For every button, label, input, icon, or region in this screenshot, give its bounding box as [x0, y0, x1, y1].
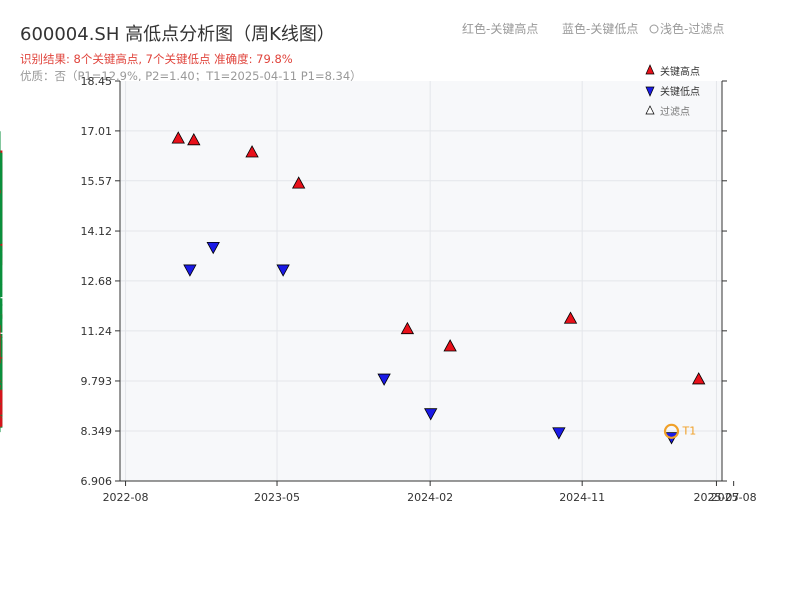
y-tick-label: 6.906	[81, 475, 113, 488]
x-tick-label: 2025-08	[711, 491, 757, 504]
result-summary: 识别结果: 8个关键高点, 7个关键低点 准确度: 79.8%	[20, 52, 293, 66]
candle-body	[0, 340, 3, 344]
y-tick-label: 12.68	[81, 275, 113, 288]
candle-body	[0, 412, 3, 415]
candle-body	[0, 358, 3, 373]
x-tick-label: 2024-11	[559, 491, 605, 504]
key-high-marker	[443, 339, 457, 352]
candle-body	[0, 298, 3, 306]
key-high-marker	[245, 145, 259, 158]
hint-high: 红色-关键高点	[462, 21, 538, 36]
chart-title: 600004.SH 高低点分析图（周K线图）	[20, 24, 335, 45]
candle-body	[0, 284, 3, 298]
legend-high-icon	[645, 64, 655, 75]
candle-body	[0, 380, 3, 382]
candle-body	[0, 394, 3, 401]
x-tick-label: 2022-08	[103, 491, 149, 504]
t1-marker	[663, 423, 680, 439]
y-tick-label: 14.12	[81, 225, 113, 238]
candle-body	[0, 342, 3, 359]
candle-body	[0, 314, 3, 333]
x-ticks: 2022-08 2023-05 2024-02 2024-11 2025-072025-…	[103, 481, 757, 504]
y-tick-label: 9.793	[81, 375, 113, 388]
key-low-marker	[206, 241, 220, 255]
candle-body	[0, 303, 3, 315]
t1-label: T1	[682, 424, 697, 437]
key-high-marker	[563, 311, 578, 324]
key-low-marker	[276, 264, 290, 277]
key-high-marker	[291, 176, 306, 189]
candle-body	[0, 152, 3, 179]
candle-body	[0, 214, 3, 235]
key-low-marker	[183, 264, 197, 277]
candle-body	[0, 382, 3, 393]
markers: T1	[171, 131, 706, 445]
y-tick-label: 11.24	[81, 325, 113, 338]
y-tick-label: 18.45	[81, 75, 113, 88]
candle-body	[0, 417, 3, 427]
y-tick-label: 15.57	[81, 175, 113, 188]
candle-body	[0, 233, 3, 244]
x-tick-label: 2023-05	[254, 491, 300, 504]
hint-filtered-dot	[649, 24, 659, 34]
quality-summary: 优质：否（P1=12.9%, P2=1.40；T1=2025-04-11 P1=…	[20, 69, 362, 83]
key-low-marker	[424, 408, 438, 421]
key-high-marker	[187, 132, 201, 146]
legend-filtered-icon	[645, 105, 655, 115]
hint-low: 蓝色-关键低点	[562, 22, 638, 36]
legend-high-label: 关键高点	[660, 65, 700, 78]
key-high-marker	[692, 372, 706, 385]
candle-body	[0, 195, 3, 217]
candles	[0, 131, 3, 433]
x-tick-label: 2024-02	[407, 491, 453, 504]
legend-low-label: 关键低点	[660, 85, 700, 98]
candle-body	[0, 166, 3, 199]
y-ticks: 18.45 17.01 15.57 14.12 12.68 11.24 9.793 8.349…	[81, 75, 727, 488]
y-tick-label: 17.01	[81, 125, 113, 138]
candle-body	[0, 333, 3, 339]
legend: 关键高点 关键低点 过滤点	[645, 64, 700, 118]
legend-filtered-label: 过滤点	[660, 105, 690, 118]
x-tick-label: 2025-07	[693, 491, 739, 504]
hint-filtered: 浅色-过滤点	[660, 22, 724, 36]
candle-body	[0, 398, 3, 414]
key-high-marker	[171, 131, 185, 144]
key-low-marker	[552, 427, 566, 440]
candle-body	[0, 245, 3, 285]
candle-body	[0, 390, 3, 397]
candle-body	[0, 372, 3, 387]
y-tick-label: 8.349	[81, 425, 113, 438]
candle-body	[0, 415, 3, 417]
legend-low-icon	[645, 86, 655, 97]
key-low-marker	[377, 373, 391, 386]
key-high-marker	[400, 321, 415, 335]
